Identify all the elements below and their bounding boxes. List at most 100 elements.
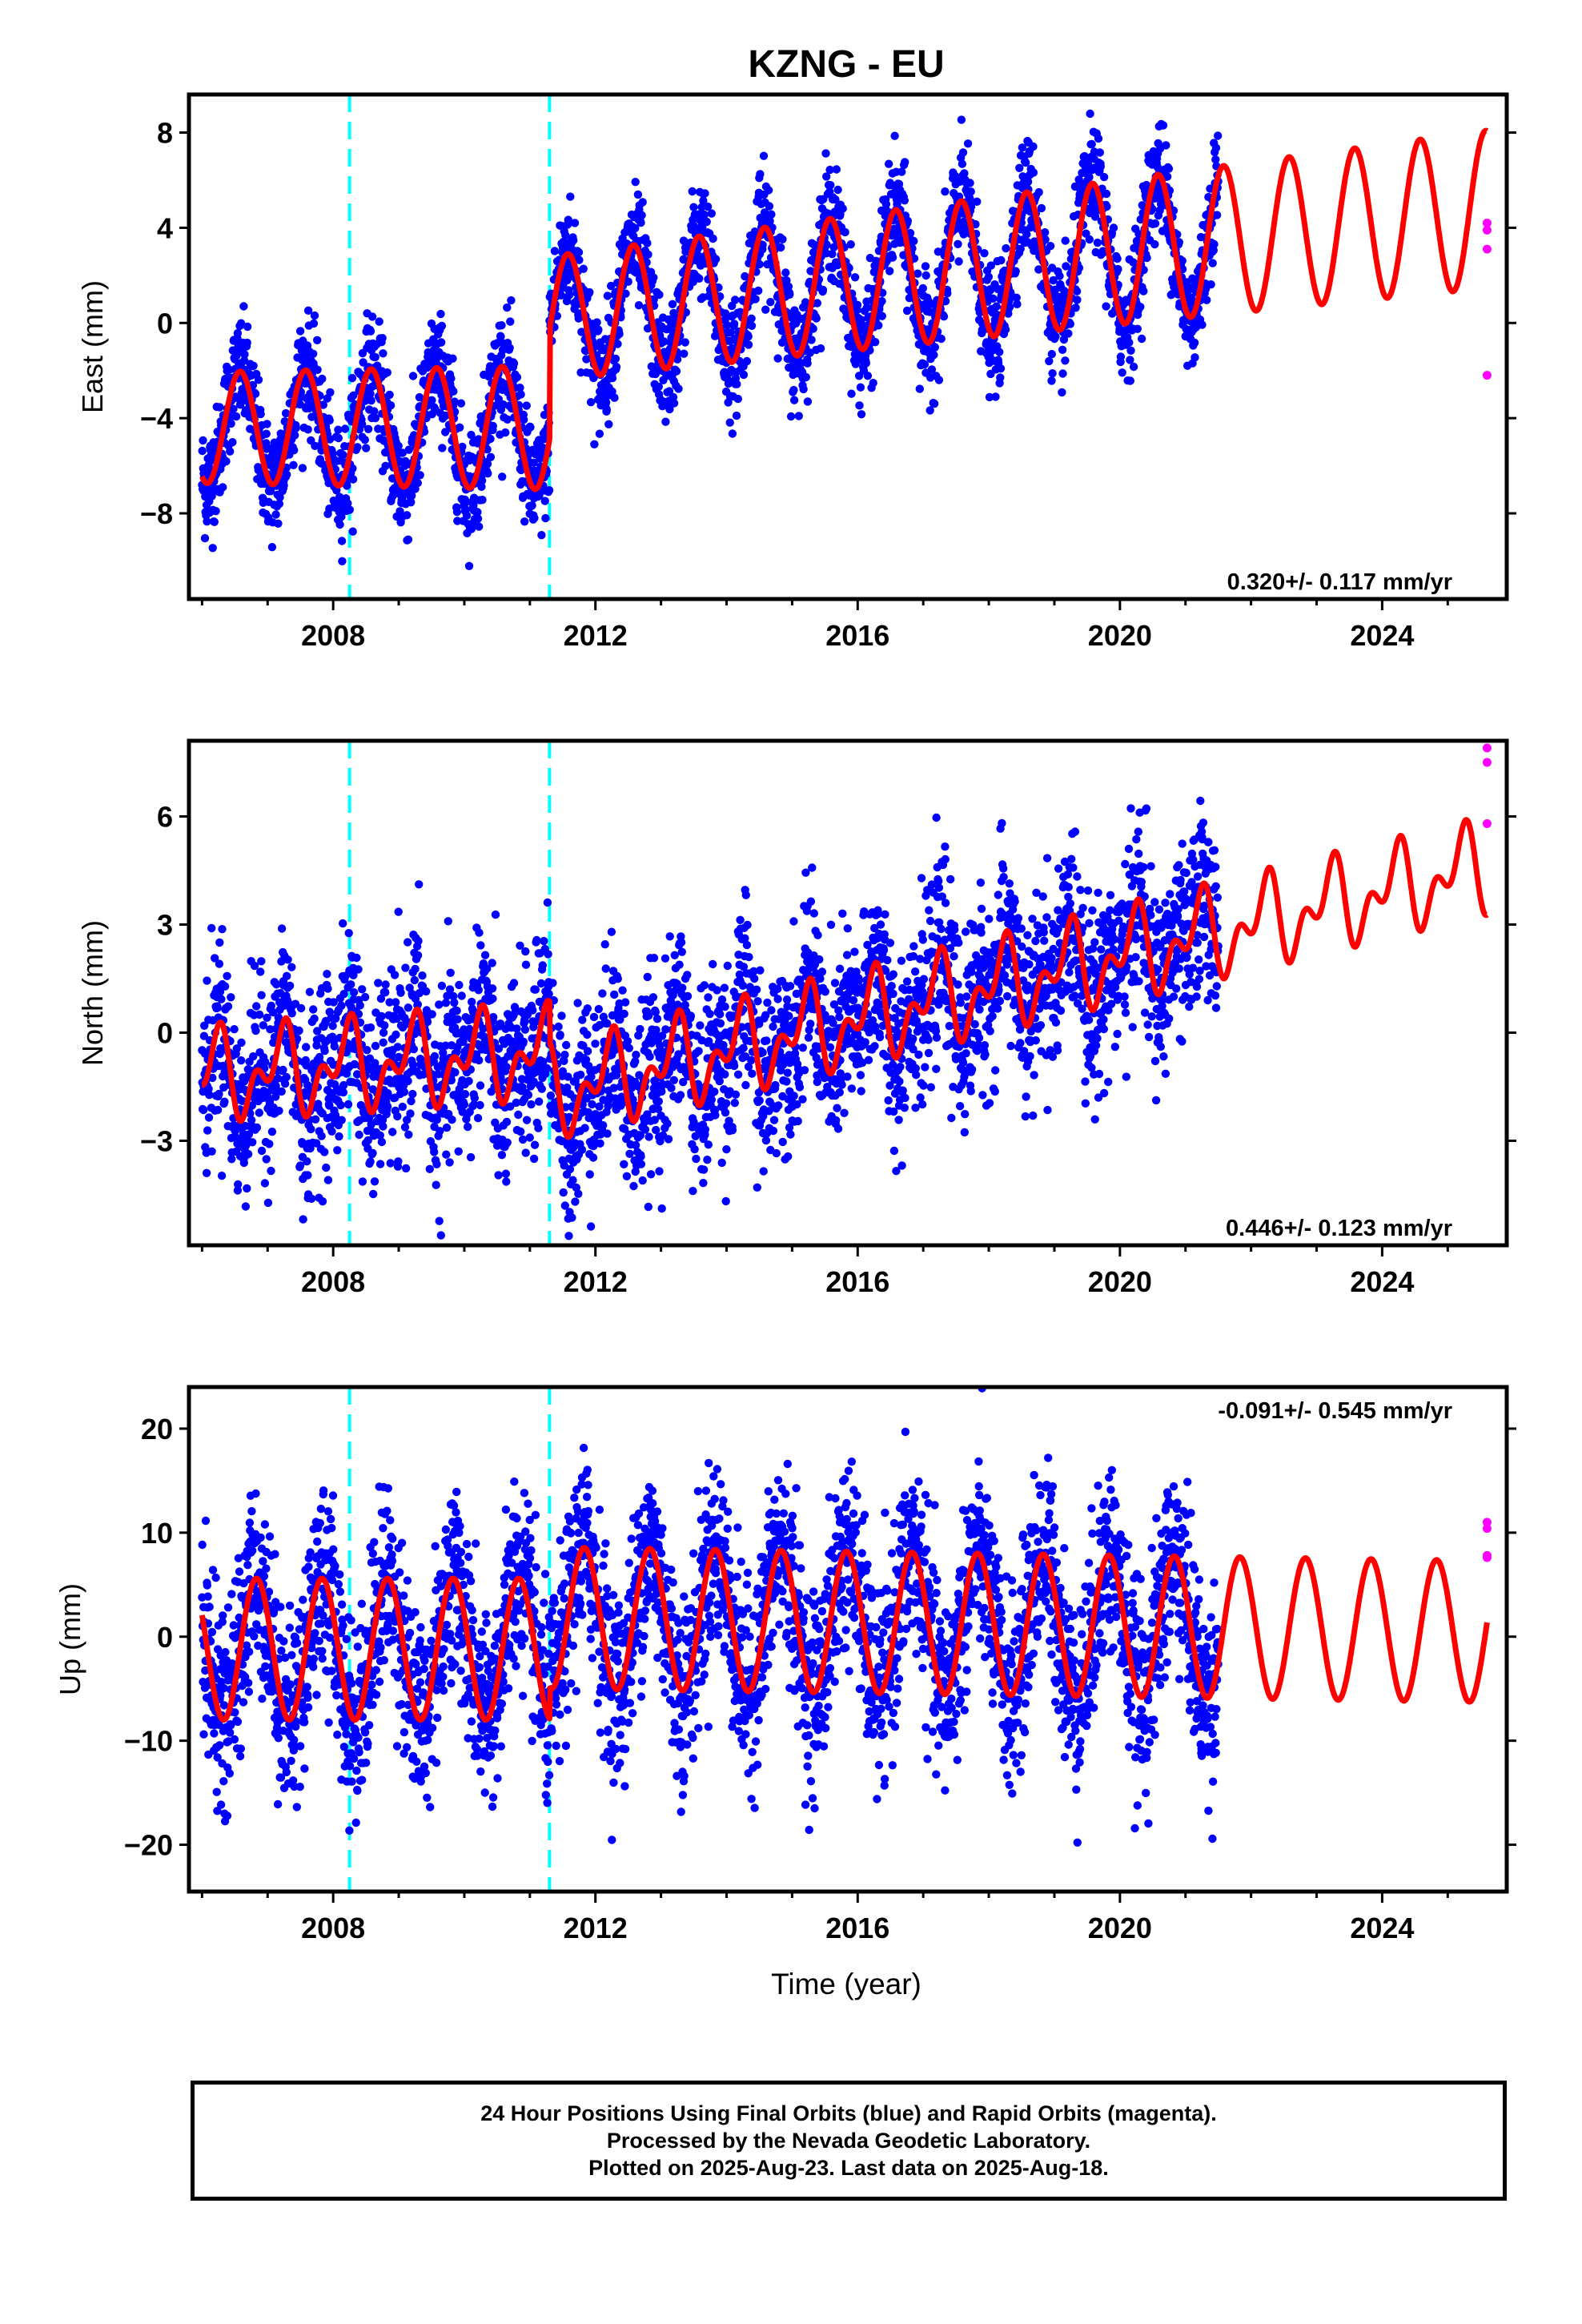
north-data-point: [501, 1169, 511, 1178]
north-x-tick-label: 2012: [564, 1265, 628, 1298]
east-data-point: [1034, 187, 1043, 197]
east-data-point: [1061, 356, 1070, 365]
east-data-point: [900, 196, 909, 205]
east-data-point: [603, 292, 612, 300]
north-data-point: [453, 1015, 462, 1024]
north-data-point: [374, 979, 383, 987]
east-data-point: [275, 493, 284, 502]
east-data-point: [458, 442, 467, 452]
north-data-point: [525, 1133, 534, 1142]
east-data-point: [1198, 320, 1207, 329]
east-data-point: [477, 482, 486, 491]
north-data-point: [283, 971, 291, 981]
east-data-point: [530, 513, 539, 523]
north-data-point: [215, 938, 224, 947]
east-data-point: [509, 359, 519, 368]
east-data-point: [610, 393, 619, 402]
east-data-point: [503, 303, 512, 312]
north-data-point: [360, 992, 370, 1002]
east-data-point: [239, 356, 249, 365]
east-data-point: [733, 380, 741, 388]
east-data-point: [448, 354, 457, 363]
north-data-point: [383, 1102, 392, 1112]
east-data-point: [590, 440, 599, 448]
east-data-point: [1114, 264, 1122, 274]
north-data-point: [369, 1189, 378, 1199]
east-data-point: [579, 264, 588, 273]
north-data-point: [295, 1026, 303, 1035]
east-data-point: [441, 411, 450, 420]
north-data-point: [516, 1127, 525, 1136]
east-data-point: [1210, 239, 1219, 249]
east-data-point: [941, 187, 950, 196]
east-data-point: [1087, 139, 1096, 149]
north-data-point: [243, 1184, 251, 1193]
east-axis-label: East (mm): [76, 280, 109, 413]
east-data-point: [794, 412, 803, 420]
north-data-point: [339, 1088, 348, 1097]
east-data-point: [477, 476, 487, 485]
east-data-point: [1002, 243, 1010, 253]
east-data-point: [764, 186, 773, 195]
east-data-point: [237, 319, 246, 328]
east-data-point: [789, 396, 799, 404]
east-data-point: [918, 283, 928, 293]
east-data-point: [437, 338, 446, 347]
east-data-point: [631, 223, 640, 233]
east-data-point: [363, 424, 373, 433]
east-data-point: [1125, 338, 1134, 347]
east-data-point: [310, 311, 319, 320]
north-data-point: [497, 1151, 507, 1160]
east-data-point: [930, 399, 939, 408]
east-data-point: [786, 412, 796, 421]
north-data-point: [425, 1164, 434, 1174]
east-data-point: [550, 247, 560, 255]
north-data-point: [409, 1044, 418, 1054]
north-y-tick-label: −3: [140, 1125, 173, 1158]
east-data-point: [449, 387, 458, 396]
east-data-point: [909, 236, 918, 246]
north-data-point: [464, 1076, 473, 1086]
north-data-point: [337, 1116, 346, 1124]
east-data-point: [211, 507, 220, 516]
east-data-point: [437, 321, 447, 331]
east-data-point: [215, 403, 224, 412]
east-data-point: [668, 300, 677, 308]
east-data-point: [520, 415, 528, 424]
east-data-point: [957, 115, 966, 124]
north-data-point: [302, 1043, 311, 1051]
north-data-point: [323, 984, 332, 993]
north-data-point: [522, 1116, 532, 1124]
north-data-point: [203, 1126, 212, 1135]
north-data-point: [320, 1047, 329, 1055]
east-data-point: [1126, 376, 1135, 385]
east-data-point: [371, 352, 379, 362]
east-data-point: [456, 399, 466, 408]
east-y-tick-label: 4: [157, 211, 173, 244]
north-data-point: [460, 1090, 470, 1099]
north-data-point: [260, 1179, 270, 1188]
east-data-point: [231, 412, 241, 421]
north-data-point: [318, 1197, 327, 1206]
north-x-tick-label: 2024: [1350, 1265, 1414, 1298]
north-data-point: [474, 986, 483, 995]
east-data-point: [379, 349, 387, 358]
east-data-point: [1190, 338, 1199, 348]
north-data-point: [415, 880, 424, 889]
north-data-point: [476, 1100, 484, 1110]
east-data-point: [707, 209, 716, 218]
east-data-point: [404, 535, 413, 544]
east-data-point: [516, 465, 526, 475]
east-data-point: [337, 537, 347, 545]
east-data-point: [991, 392, 1000, 401]
east-data-point: [478, 496, 487, 505]
north-data-point: [560, 1051, 569, 1059]
east-data-point: [996, 364, 1006, 373]
east-data-point: [1208, 259, 1217, 267]
east-data-point: [343, 499, 352, 508]
north-data-point: [428, 1010, 436, 1019]
north-data-point: [218, 925, 227, 934]
east-data-point: [688, 187, 697, 196]
north-data-point: [480, 951, 490, 959]
north-data-point: [322, 1163, 331, 1172]
